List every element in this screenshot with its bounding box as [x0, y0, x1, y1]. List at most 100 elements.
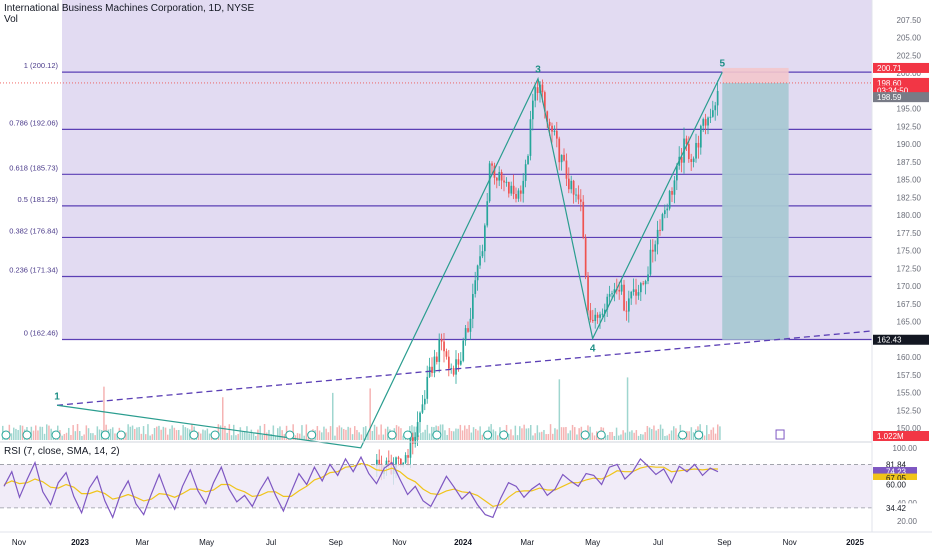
- volume-label: Vol: [4, 14, 18, 25]
- price-tick-label: 177.50: [897, 229, 922, 238]
- candle-body: [565, 160, 568, 179]
- earnings-event-icon[interactable]: [100, 430, 110, 440]
- rsi-tag-sma: [873, 473, 917, 483]
- volume-bar: [252, 433, 255, 440]
- candle-body: [596, 314, 599, 318]
- volume-bar: [490, 424, 492, 440]
- time-tick-label: Nov: [783, 538, 797, 547]
- candle-body: [644, 281, 647, 285]
- volume-bar: [340, 427, 343, 440]
- price-tag-countdown: [873, 85, 929, 96]
- trend-line[interactable]: [56, 330, 873, 406]
- candle-body: [414, 436, 417, 444]
- volume-bar: [574, 427, 576, 440]
- volume-bar: [224, 425, 226, 440]
- volume-bar: [455, 428, 457, 440]
- volume-bar: [360, 434, 363, 440]
- earnings-event-icon[interactable]: [483, 430, 493, 440]
- volume-bar: [182, 425, 184, 440]
- candle-body: [635, 289, 637, 296]
- earnings-event-icon[interactable]: [432, 430, 442, 440]
- volume-bar: [477, 430, 479, 440]
- candle-body: [385, 460, 388, 467]
- dashed-trend-line[interactable]: [56, 330, 873, 406]
- earnings-event-icon[interactable]: [210, 430, 220, 440]
- volume-bar: [472, 427, 475, 440]
- candle-body: [515, 194, 517, 199]
- stop-loss-zone[interactable]: [722, 67, 789, 83]
- rsi-pane[interactable]: [0, 441, 932, 520]
- elliott-wave-path[interactable]: [56, 72, 723, 449]
- earnings-event-icon[interactable]: [678, 430, 688, 440]
- volume-bar: [395, 425, 398, 440]
- candle-body: [642, 283, 645, 285]
- rsi-band: [0, 464, 872, 508]
- rsi-sma-line: [3, 462, 718, 508]
- volume-bar: [219, 425, 222, 440]
- volume-bar: [336, 427, 338, 440]
- volume-bar: [347, 426, 349, 440]
- candle-body: [709, 116, 712, 118]
- earnings-event-icon[interactable]: [307, 430, 317, 440]
- volume-bar: [589, 426, 591, 440]
- price-tick-label: 172.50: [897, 264, 922, 273]
- volume-bar: [345, 429, 347, 440]
- price-axis[interactable]: 150.00152.50155.00157.50160.00162.50165.…: [871, 0, 932, 550]
- volume-bar: [354, 426, 356, 440]
- earnings-event-icon[interactable]: [1, 430, 11, 440]
- volume-bar: [248, 433, 250, 440]
- candle-body: [647, 274, 649, 282]
- price-tick-label: 185.00: [897, 176, 922, 185]
- short-position-tool[interactable]: [0, 67, 872, 340]
- volume-bar: [266, 432, 268, 440]
- volume-bar: [65, 432, 68, 440]
- volume-bar: [50, 428, 52, 440]
- volume-bar: [677, 434, 679, 440]
- earnings-event-icon[interactable]: [189, 430, 199, 440]
- volume-bar: [521, 428, 523, 440]
- candle-body: [378, 459, 381, 464]
- candle-body: [452, 368, 455, 375]
- earnings-event-icon[interactable]: [22, 430, 32, 440]
- volume-bar: [125, 432, 127, 440]
- volume-bar: [250, 429, 253, 440]
- candle-body: [443, 341, 445, 352]
- take-profit-zone[interactable]: [722, 82, 789, 340]
- earnings-event-icon[interactable]: [285, 430, 295, 440]
- earnings-event-icon[interactable]: [51, 430, 61, 440]
- earnings-events[interactable]: [1, 429, 785, 440]
- elliott-wave[interactable]: 1 3 4 5: [54, 58, 725, 449]
- earnings-event-icon[interactable]: [596, 430, 606, 440]
- volume-bar: [664, 435, 666, 440]
- volume-bar: [63, 434, 66, 440]
- earnings-event-icon[interactable]: [499, 430, 509, 440]
- volume-bar: [710, 429, 712, 440]
- candle-body: [556, 130, 558, 139]
- candle-body: [654, 244, 657, 252]
- candle-body: [546, 111, 549, 122]
- volume-bar: [305, 424, 308, 440]
- time-axis[interactable]: Nov 2023 Mar May Jul Sep Nov 2024 Mar May Jul Sep No…: [0, 531, 932, 547]
- earnings-event-icon[interactable]: [580, 430, 590, 440]
- volume-bar: [510, 429, 512, 440]
- candle-body: [462, 340, 465, 361]
- upcoming-earnings-icon[interactable]: [775, 429, 785, 440]
- volume-bar: [525, 428, 528, 440]
- earnings-event-icon[interactable]: [694, 430, 704, 440]
- volume-bar: [453, 431, 455, 440]
- rsi-tag-text: 81.84: [886, 461, 907, 470]
- earnings-event-icon[interactable]: [116, 430, 126, 440]
- volume-bar: [415, 426, 418, 440]
- candle-body: [688, 144, 690, 160]
- price-tag-current: [873, 77, 929, 88]
- volume-bar: [61, 435, 63, 440]
- time-tick-label: 2025: [846, 538, 864, 547]
- earnings-event-icon[interactable]: [387, 430, 397, 440]
- volume-bar: [164, 427, 167, 440]
- earnings-event-icon[interactable]: [403, 430, 413, 440]
- volume-bar: [156, 426, 158, 440]
- volume-bar: [323, 426, 325, 440]
- volume-bar: [204, 430, 206, 440]
- volume-bar: [171, 425, 173, 440]
